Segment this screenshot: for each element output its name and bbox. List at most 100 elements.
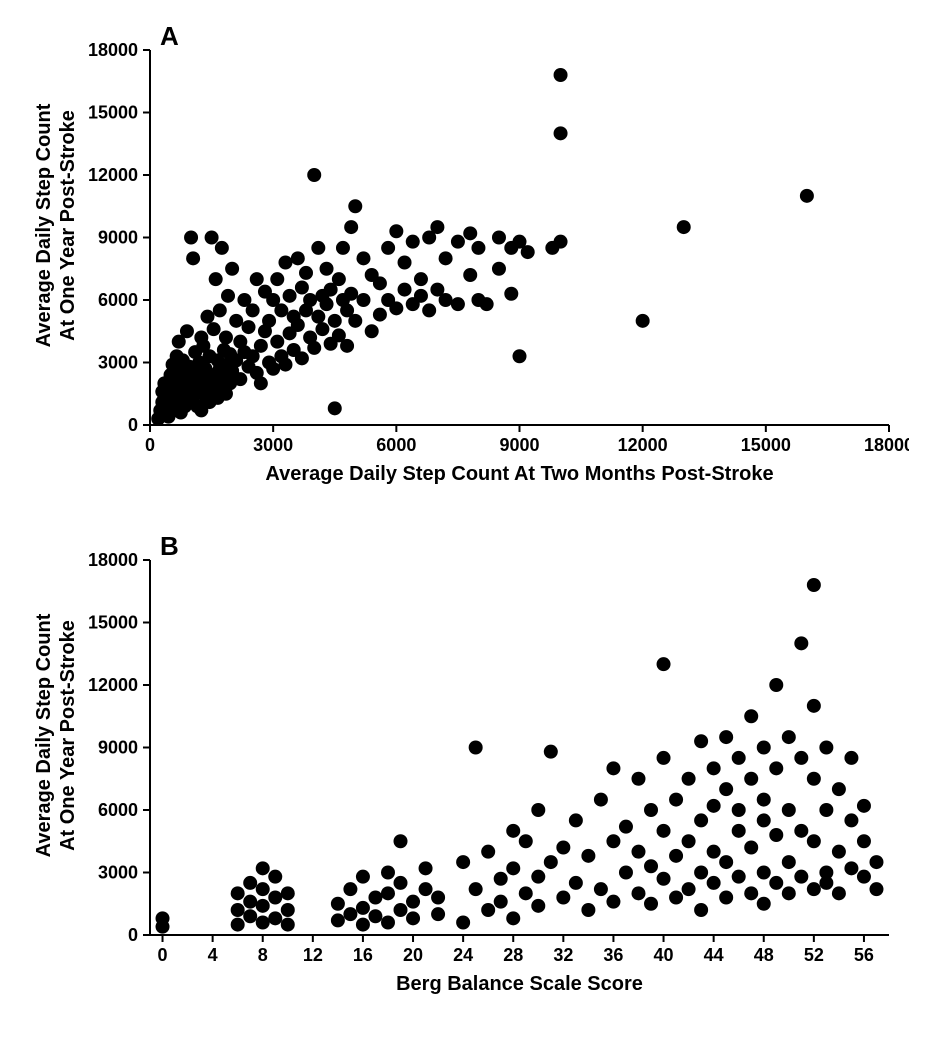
- data-point: [225, 262, 239, 276]
- data-point: [521, 245, 535, 259]
- data-point: [331, 897, 345, 911]
- data-point: [348, 314, 362, 328]
- x-tick-label: 12000: [618, 435, 668, 455]
- data-point: [782, 886, 796, 900]
- data-point: [340, 339, 354, 353]
- data-point: [719, 782, 733, 796]
- data-point: [669, 891, 683, 905]
- data-point: [744, 886, 758, 900]
- x-tick-label: 0: [158, 945, 168, 965]
- data-point: [869, 855, 883, 869]
- data-point: [243, 909, 257, 923]
- x-tick-label: 44: [704, 945, 724, 965]
- data-point: [494, 872, 508, 886]
- data-point: [636, 314, 650, 328]
- data-point: [569, 813, 583, 827]
- y-tick-label: 0: [128, 415, 138, 435]
- x-tick-label: 32: [553, 945, 573, 965]
- data-point: [480, 297, 494, 311]
- data-point: [394, 834, 408, 848]
- x-tick-label: 0: [145, 435, 155, 455]
- y-axis-label-line2: At One Year Post-Stroke: [57, 110, 79, 341]
- data-point: [744, 709, 758, 723]
- data-point: [694, 903, 708, 917]
- data-point: [556, 841, 570, 855]
- data-point: [256, 882, 270, 896]
- x-tick-label: 9000: [499, 435, 539, 455]
- data-point: [414, 289, 428, 303]
- data-point: [456, 916, 470, 930]
- data-point: [619, 866, 633, 880]
- data-point: [554, 126, 568, 140]
- y-tick-label: 15000: [88, 103, 138, 123]
- x-axis-label: Average Daily Step Count At Two Months P…: [265, 463, 773, 485]
- panel-a: 0300060009000120001500018000030006000900…: [20, 20, 909, 500]
- data-point: [221, 289, 235, 303]
- data-point: [233, 372, 247, 386]
- data-point: [644, 897, 658, 911]
- data-point: [707, 799, 721, 813]
- data-point: [769, 876, 783, 890]
- y-tick-label: 0: [128, 925, 138, 945]
- data-point: [594, 793, 608, 807]
- data-point: [757, 741, 771, 755]
- data-point: [769, 678, 783, 692]
- data-point: [531, 899, 545, 913]
- data-point: [807, 699, 821, 713]
- data-point: [606, 834, 620, 848]
- scatter-plot-b: 0481216202428323640444852560300060009000…: [20, 530, 909, 1010]
- data-point: [268, 911, 282, 925]
- data-point: [757, 813, 771, 827]
- data-point: [819, 803, 833, 817]
- data-point: [769, 828, 783, 842]
- data-point: [311, 241, 325, 255]
- data-point: [231, 918, 245, 932]
- data-point: [268, 891, 282, 905]
- data-point: [343, 882, 357, 896]
- y-tick-label: 18000: [88, 550, 138, 570]
- data-point: [732, 803, 746, 817]
- data-point: [278, 358, 292, 372]
- data-point: [303, 293, 317, 307]
- data-point: [451, 297, 465, 311]
- data-point: [619, 820, 633, 834]
- data-point: [492, 262, 506, 276]
- data-point: [381, 886, 395, 900]
- data-point: [356, 918, 370, 932]
- data-point: [682, 882, 696, 896]
- data-point: [644, 803, 658, 817]
- data-point: [707, 876, 721, 890]
- y-tick-label: 3000: [98, 353, 138, 373]
- y-tick-label: 18000: [88, 40, 138, 60]
- data-point: [291, 318, 305, 332]
- data-point: [328, 401, 342, 415]
- data-point: [857, 870, 871, 884]
- x-tick-label: 4: [208, 945, 218, 965]
- data-point: [419, 882, 433, 896]
- data-point: [180, 324, 194, 338]
- data-point: [381, 241, 395, 255]
- y-tick-label: 9000: [98, 738, 138, 758]
- data-point: [569, 876, 583, 890]
- data-point: [439, 251, 453, 265]
- data-point: [506, 824, 520, 838]
- data-point: [320, 297, 334, 311]
- data-point: [207, 322, 221, 336]
- data-point: [506, 911, 520, 925]
- data-point: [581, 849, 595, 863]
- data-point: [332, 272, 346, 286]
- y-tick-label: 12000: [88, 165, 138, 185]
- data-point: [431, 891, 445, 905]
- x-tick-label: 48: [754, 945, 774, 965]
- data-point: [356, 251, 370, 265]
- x-tick-label: 8: [258, 945, 268, 965]
- x-tick-label: 18000: [864, 435, 909, 455]
- panel-b: 0481216202428323640444852560300060009000…: [20, 530, 909, 1010]
- data-point: [394, 903, 408, 917]
- data-point: [256, 916, 270, 930]
- data-point: [782, 803, 796, 817]
- data-point: [368, 909, 382, 923]
- data-point: [406, 895, 420, 909]
- data-point: [270, 335, 284, 349]
- data-point: [832, 782, 846, 796]
